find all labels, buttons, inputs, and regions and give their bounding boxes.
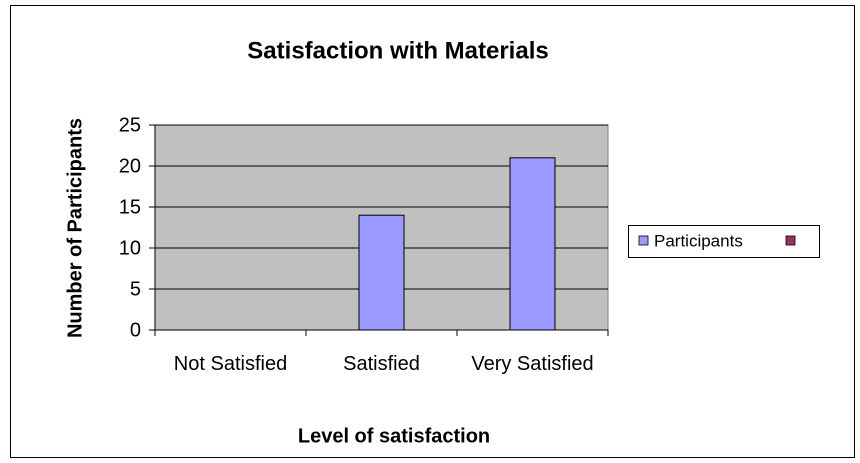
bar — [509, 157, 556, 331]
x-tick-label: Very Satisfied — [471, 353, 594, 375]
y-tick-label: 20 — [119, 155, 141, 177]
y-tick-label: 15 — [119, 196, 141, 218]
y-tick-label: 25 — [119, 114, 141, 136]
x-tick-label: Satisfied — [343, 353, 420, 375]
y-axis-label: Number of Participants — [64, 118, 86, 338]
legend-swatch — [638, 235, 649, 246]
chart-title: Satisfaction with Materials — [247, 37, 548, 64]
y-tick-label: 0 — [130, 319, 141, 341]
x-axis-label: Level of satisfaction — [298, 425, 490, 447]
x-tick-label: Not Satisfied — [173, 353, 288, 375]
bar — [358, 214, 405, 331]
legend-swatch-extra — [785, 235, 796, 246]
y-tick-label: 5 — [130, 278, 141, 300]
legend-label: Participants — [654, 231, 743, 250]
y-tick-label: 10 — [119, 237, 141, 259]
